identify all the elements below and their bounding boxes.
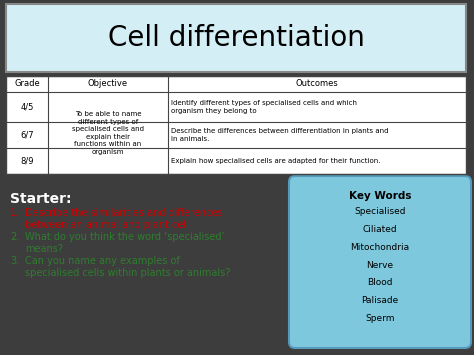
FancyBboxPatch shape xyxy=(6,4,466,72)
Text: 3.: 3. xyxy=(10,256,19,266)
Text: What do you think the word ‘specialised’
means?: What do you think the word ‘specialised’… xyxy=(25,232,225,255)
Text: Sperm: Sperm xyxy=(365,314,395,323)
Text: Palisade: Palisade xyxy=(361,296,399,305)
Bar xyxy=(6,76,466,174)
Text: Grade: Grade xyxy=(14,80,40,88)
Text: Cell differentiation: Cell differentiation xyxy=(108,24,365,52)
Text: Nerve: Nerve xyxy=(366,261,393,270)
Text: 6/7: 6/7 xyxy=(20,131,34,140)
Text: Objective: Objective xyxy=(88,80,128,88)
Text: Key Words: Key Words xyxy=(349,191,411,201)
Text: Starter:: Starter: xyxy=(10,192,72,206)
Text: Mitochondria: Mitochondria xyxy=(350,243,410,252)
Text: Identify different types of specialised cells and which
organism they belong to: Identify different types of specialised … xyxy=(171,100,357,114)
Text: Ciliated: Ciliated xyxy=(363,225,397,234)
Text: Describe the similarities and differences
between an animal and plant cell: Describe the similarities and difference… xyxy=(25,208,223,230)
Text: 2.: 2. xyxy=(10,232,19,242)
Text: 8/9: 8/9 xyxy=(20,157,34,165)
Text: Specialised: Specialised xyxy=(354,208,406,217)
Text: Explain how specialised cells are adapted for their function.: Explain how specialised cells are adapte… xyxy=(171,158,381,164)
Text: 4/5: 4/5 xyxy=(20,103,34,111)
Text: Outcomes: Outcomes xyxy=(296,80,338,88)
Text: 1.: 1. xyxy=(10,208,19,218)
Text: To be able to name
different types of
specialised cells and
explain their
functi: To be able to name different types of sp… xyxy=(72,111,144,155)
Text: Can you name any examples of
specialised cells within plants or animals?: Can you name any examples of specialised… xyxy=(25,256,230,278)
Text: Describe the differences between differentiation in plants and
in animals.: Describe the differences between differe… xyxy=(171,128,389,142)
FancyBboxPatch shape xyxy=(289,176,471,348)
Text: Blood: Blood xyxy=(367,278,393,287)
